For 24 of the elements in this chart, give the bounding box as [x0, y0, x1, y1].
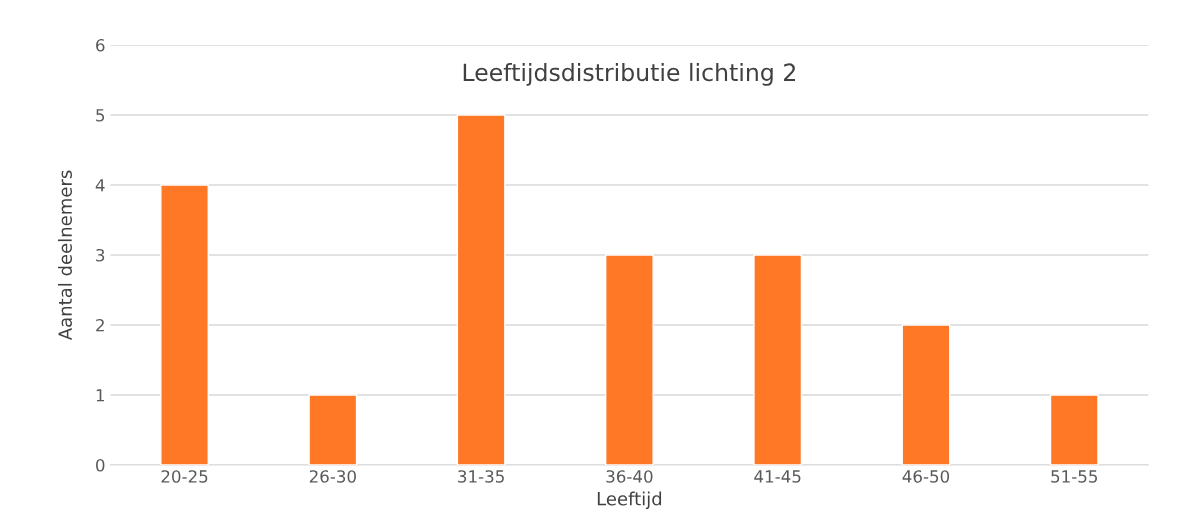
x-tick-label: 20-25: [161, 470, 208, 483]
y-axis-title: Aantal deelnemers: [58, 170, 72, 341]
bar: [753, 254, 803, 465]
x-tick-label: 46-50: [902, 470, 950, 483]
bar: [604, 254, 654, 465]
y-tick-label: 6: [96, 38, 105, 52]
x-tick-label: 41-45: [754, 470, 801, 483]
bar: [308, 394, 358, 465]
text: Leeftijdsdistributie lichting 2: [463, 62, 795, 86]
y-tick-label: 3: [96, 248, 105, 262]
x-tick-label: 51-55: [1051, 470, 1098, 483]
y-tick-label: 0: [96, 458, 105, 472]
y-tick-label: 5: [96, 109, 105, 122]
bar: [456, 114, 506, 465]
x-tick-label: 36-40: [606, 470, 653, 483]
x-tick-label: 26-30: [309, 470, 356, 483]
y-tick-label: 1: [96, 389, 104, 402]
y-tick-label: 4: [95, 179, 105, 192]
bar: [160, 184, 209, 465]
y-tick-label: 2: [96, 318, 104, 332]
bar: [901, 324, 951, 465]
bar: [1049, 394, 1099, 465]
x-tick-label: 31-35: [458, 470, 504, 483]
x-axis-title: Leeftijd: [597, 491, 662, 510]
